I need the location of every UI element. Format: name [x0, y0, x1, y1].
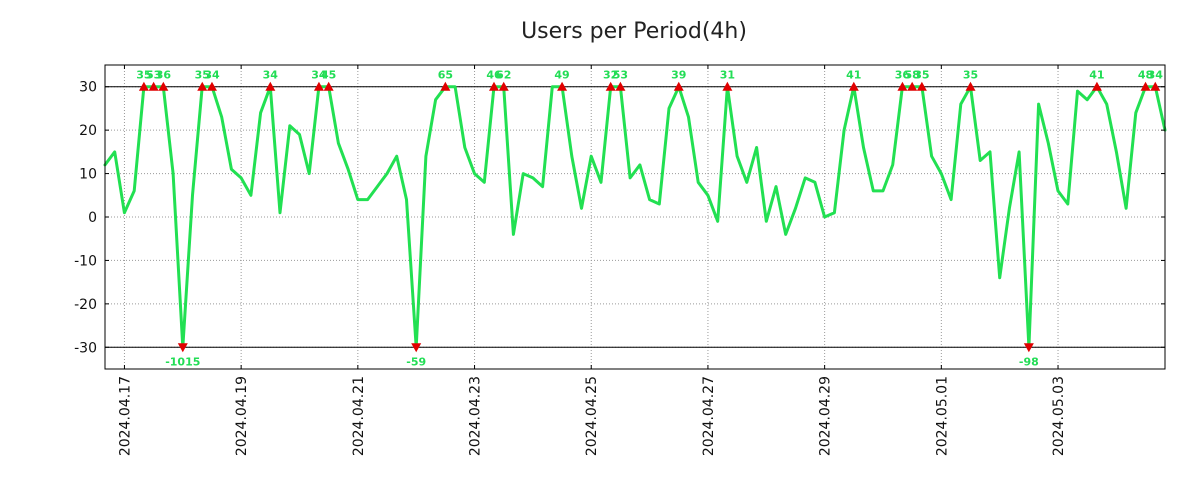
clip-low-label: -98 [1019, 355, 1039, 368]
clip-high-marker [673, 81, 684, 91]
clip-low-marker [1023, 343, 1034, 353]
y-tick-label: -20 [74, 297, 97, 313]
series-layer [103, 85, 1167, 349]
grid-lines [105, 65, 1165, 369]
chart-title: Users per Period(4h) [521, 19, 747, 44]
clip-high-marker [265, 81, 276, 91]
clip-high-marker [1140, 81, 1151, 91]
clip-high-label: 58 [904, 69, 919, 82]
x-tick-label: 2024.04.23 [468, 376, 484, 456]
plot-frame [104, 64, 1166, 370]
axes: 30 20 10 0 -10 -20 -30 2024.04.17 2024.04.19 2024… [74, 65, 1165, 456]
clip-high-marker [907, 81, 918, 91]
clip-high-label: 53 [146, 69, 161, 82]
clip-high-label: 35 [963, 69, 978, 82]
x-tick-label: 2024.05.01 [934, 376, 950, 456]
clip-high-marker [313, 81, 324, 91]
clip-high-marker [158, 81, 169, 91]
clip-high-marker [498, 81, 509, 91]
clip-high-marker [138, 81, 149, 91]
clip-high-marker [916, 81, 927, 91]
clip-low-marker [177, 343, 188, 353]
clip-high-marker [722, 81, 733, 91]
y-tick-label: 10 [79, 167, 97, 183]
clip-high-label: 48 [1138, 69, 1153, 82]
clip-high-label: 53 [613, 69, 628, 82]
y-tick-label: -30 [74, 340, 97, 356]
clip-high-marker [848, 81, 859, 91]
y-tick-label: -10 [74, 253, 97, 269]
clip-high-label: 34 [1148, 69, 1164, 82]
clip-high-label: 41 [1089, 69, 1104, 82]
clip-high-marker [488, 81, 499, 91]
clip-high-marker [148, 81, 159, 91]
clip-markers [138, 81, 1161, 353]
x-tick-label: 2024.04.29 [818, 376, 834, 456]
clip-high-marker [605, 81, 616, 91]
clip-high-label: 39 [671, 69, 686, 82]
clip-high-label: 46 [486, 69, 502, 82]
clip-high-label: 36 [895, 69, 911, 82]
clip-high-marker [897, 81, 908, 91]
x-tick-label: 2024.05.03 [1051, 376, 1067, 456]
clip-high-marker [440, 81, 451, 91]
clip-high-label: 32 [603, 69, 618, 82]
clip-reference-lines [105, 86, 1165, 348]
clip-high-label: 45 [321, 69, 336, 82]
clip-high-label: 62 [496, 69, 511, 82]
clip-high-label: 36 [156, 69, 172, 82]
series-line-users [103, 85, 1167, 349]
clip-high-marker [1150, 81, 1161, 91]
clip-high-label: 34 [204, 69, 220, 82]
x-tick-label: 2024.04.19 [234, 376, 250, 456]
clip-high-marker [557, 81, 568, 91]
clip-high-label: 49 [554, 69, 569, 82]
x-tick-label: 2024.04.25 [584, 376, 600, 456]
y-tick-label: 30 [79, 80, 97, 96]
clip-high-marker [206, 81, 217, 91]
clip-high-marker [615, 81, 626, 91]
clip-high-label: 65 [438, 69, 453, 82]
clip-low-label: -1015 [165, 355, 200, 368]
clip-high-label: 34 [263, 69, 279, 82]
clip-high-marker [197, 81, 208, 91]
clip-high-marker [323, 81, 334, 91]
x-tick-label: 2024.04.17 [117, 376, 133, 456]
clip-high-marker [965, 81, 976, 91]
clip-high-label: 34 [311, 69, 327, 82]
clip-low-marker [411, 343, 422, 353]
clip-high-label: 35 [195, 69, 210, 82]
clip-low-label: -59 [406, 355, 426, 368]
clip-high-marker [1091, 81, 1102, 91]
clip-high-label: 31 [720, 69, 735, 82]
y-tick-label: 20 [79, 123, 97, 139]
clip-high-label: 41 [846, 69, 861, 82]
x-tick-label: 2024.04.27 [701, 376, 717, 456]
x-tick-label: 2024.04.21 [351, 376, 367, 456]
y-tick-label: 0 [88, 210, 97, 226]
clip-high-label: 35 [136, 69, 151, 82]
clip-high-label: 35 [914, 69, 929, 82]
